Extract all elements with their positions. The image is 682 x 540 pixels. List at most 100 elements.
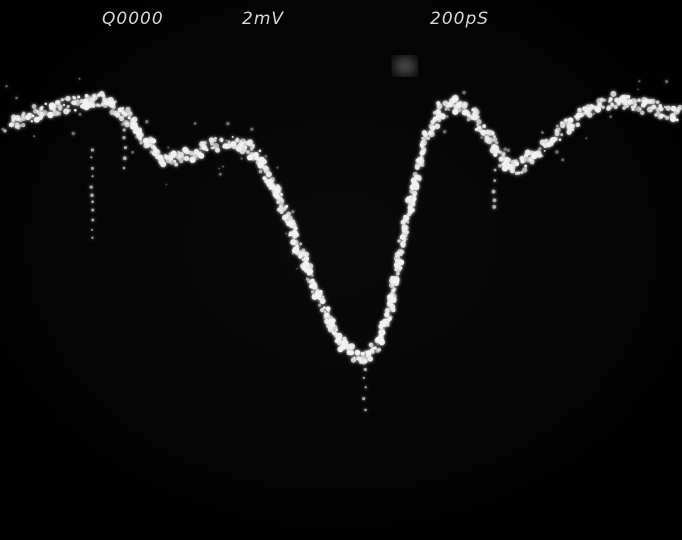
trace-dot (554, 131, 560, 137)
trace-dot (399, 266, 403, 270)
trace-dot (310, 290, 315, 294)
trace-dot (444, 108, 447, 111)
trace-dot (524, 164, 528, 168)
trace-dot (218, 167, 220, 170)
trace-dot (414, 174, 418, 179)
trace-dot (464, 109, 469, 114)
trace-dot (226, 121, 230, 126)
trace-dot (530, 152, 537, 159)
trace-dot (561, 158, 565, 162)
trace-dot (639, 107, 642, 111)
trace-dot (144, 142, 151, 148)
trace-dot (364, 386, 367, 389)
trace-dot (170, 153, 176, 159)
trace-dot (90, 103, 96, 108)
trace-dot (294, 244, 300, 250)
trace-dot (409, 197, 412, 200)
trace-dot (577, 107, 582, 113)
trace-dot (426, 136, 431, 140)
trace-dot (323, 312, 329, 318)
trace-dot (201, 145, 206, 150)
trace-dot (265, 171, 272, 178)
trace-dot (567, 117, 574, 123)
trace-dot (311, 283, 318, 290)
trace-dot (127, 116, 131, 120)
trace-dot (656, 110, 660, 115)
trace-dot (431, 121, 435, 125)
trace-dot (203, 140, 208, 145)
trace-dot (560, 133, 564, 137)
trace-dot (421, 151, 425, 156)
trace-dot (491, 131, 495, 134)
trace-dot (545, 142, 551, 147)
trace-dot (544, 138, 548, 143)
trace-dot (167, 146, 170, 149)
trace-dot (239, 148, 246, 155)
trace-dot (322, 306, 326, 310)
trace-dot (77, 95, 81, 99)
trace-dot (610, 90, 617, 97)
trace-dot (134, 126, 140, 131)
trace-dot (139, 141, 143, 145)
trace-dot (102, 97, 107, 103)
trace-dot (405, 230, 409, 234)
trace-dot (321, 295, 325, 299)
trace-dot (669, 113, 676, 120)
trace-dot (189, 156, 196, 163)
trace-dot (363, 367, 367, 372)
trace-dot (367, 356, 374, 362)
trace-dot (90, 148, 94, 152)
trace-dot (293, 226, 298, 231)
trace-dot (472, 114, 479, 120)
trace-dot (19, 124, 22, 127)
trace-dot (279, 192, 284, 197)
trace-dot (564, 119, 568, 122)
trace-dot (348, 350, 354, 356)
trace-dot (233, 147, 236, 150)
trace-dot (60, 98, 64, 102)
trace-dot (65, 95, 71, 102)
trace-dot (98, 104, 102, 108)
trace-dot (632, 105, 636, 109)
trace-dot (68, 109, 71, 112)
trace-dot (291, 252, 294, 255)
trace-dot (385, 313, 390, 318)
trace-dot (231, 135, 234, 139)
trace-dot (400, 242, 406, 248)
trace-dot (520, 170, 524, 175)
trace-dot (658, 104, 663, 108)
trace-dot (590, 104, 593, 107)
trace-dot (323, 310, 327, 314)
trace-dot (393, 276, 399, 281)
trace-dot (654, 113, 658, 117)
trace-dot (168, 152, 172, 156)
trace-dot (119, 115, 125, 122)
trace-dot (266, 173, 269, 176)
trace-dot (324, 318, 330, 325)
trace-dot (320, 308, 325, 313)
trace-dot (48, 102, 56, 109)
trace-dot (386, 301, 393, 307)
trace-dot (307, 271, 312, 276)
trace-dot (240, 157, 243, 160)
trace-dot (261, 159, 267, 165)
trace-dot (64, 97, 67, 101)
trace-dot (473, 108, 480, 116)
trace-dot (442, 129, 447, 134)
trace-dot (445, 114, 449, 119)
trace-dot (360, 351, 365, 356)
trace-dot (368, 343, 372, 347)
trace-dot (151, 138, 157, 144)
trace-dot (431, 126, 435, 130)
trace-dot (250, 127, 254, 131)
trace-dot (341, 339, 348, 346)
trace-dot (659, 106, 664, 112)
trace-dot (276, 185, 282, 192)
trace-dot (224, 145, 229, 150)
trace-dot (403, 215, 410, 221)
trace-dot (388, 282, 395, 289)
trace-dot (284, 220, 288, 223)
trace-dot (165, 183, 168, 186)
trace-dot (336, 339, 343, 346)
